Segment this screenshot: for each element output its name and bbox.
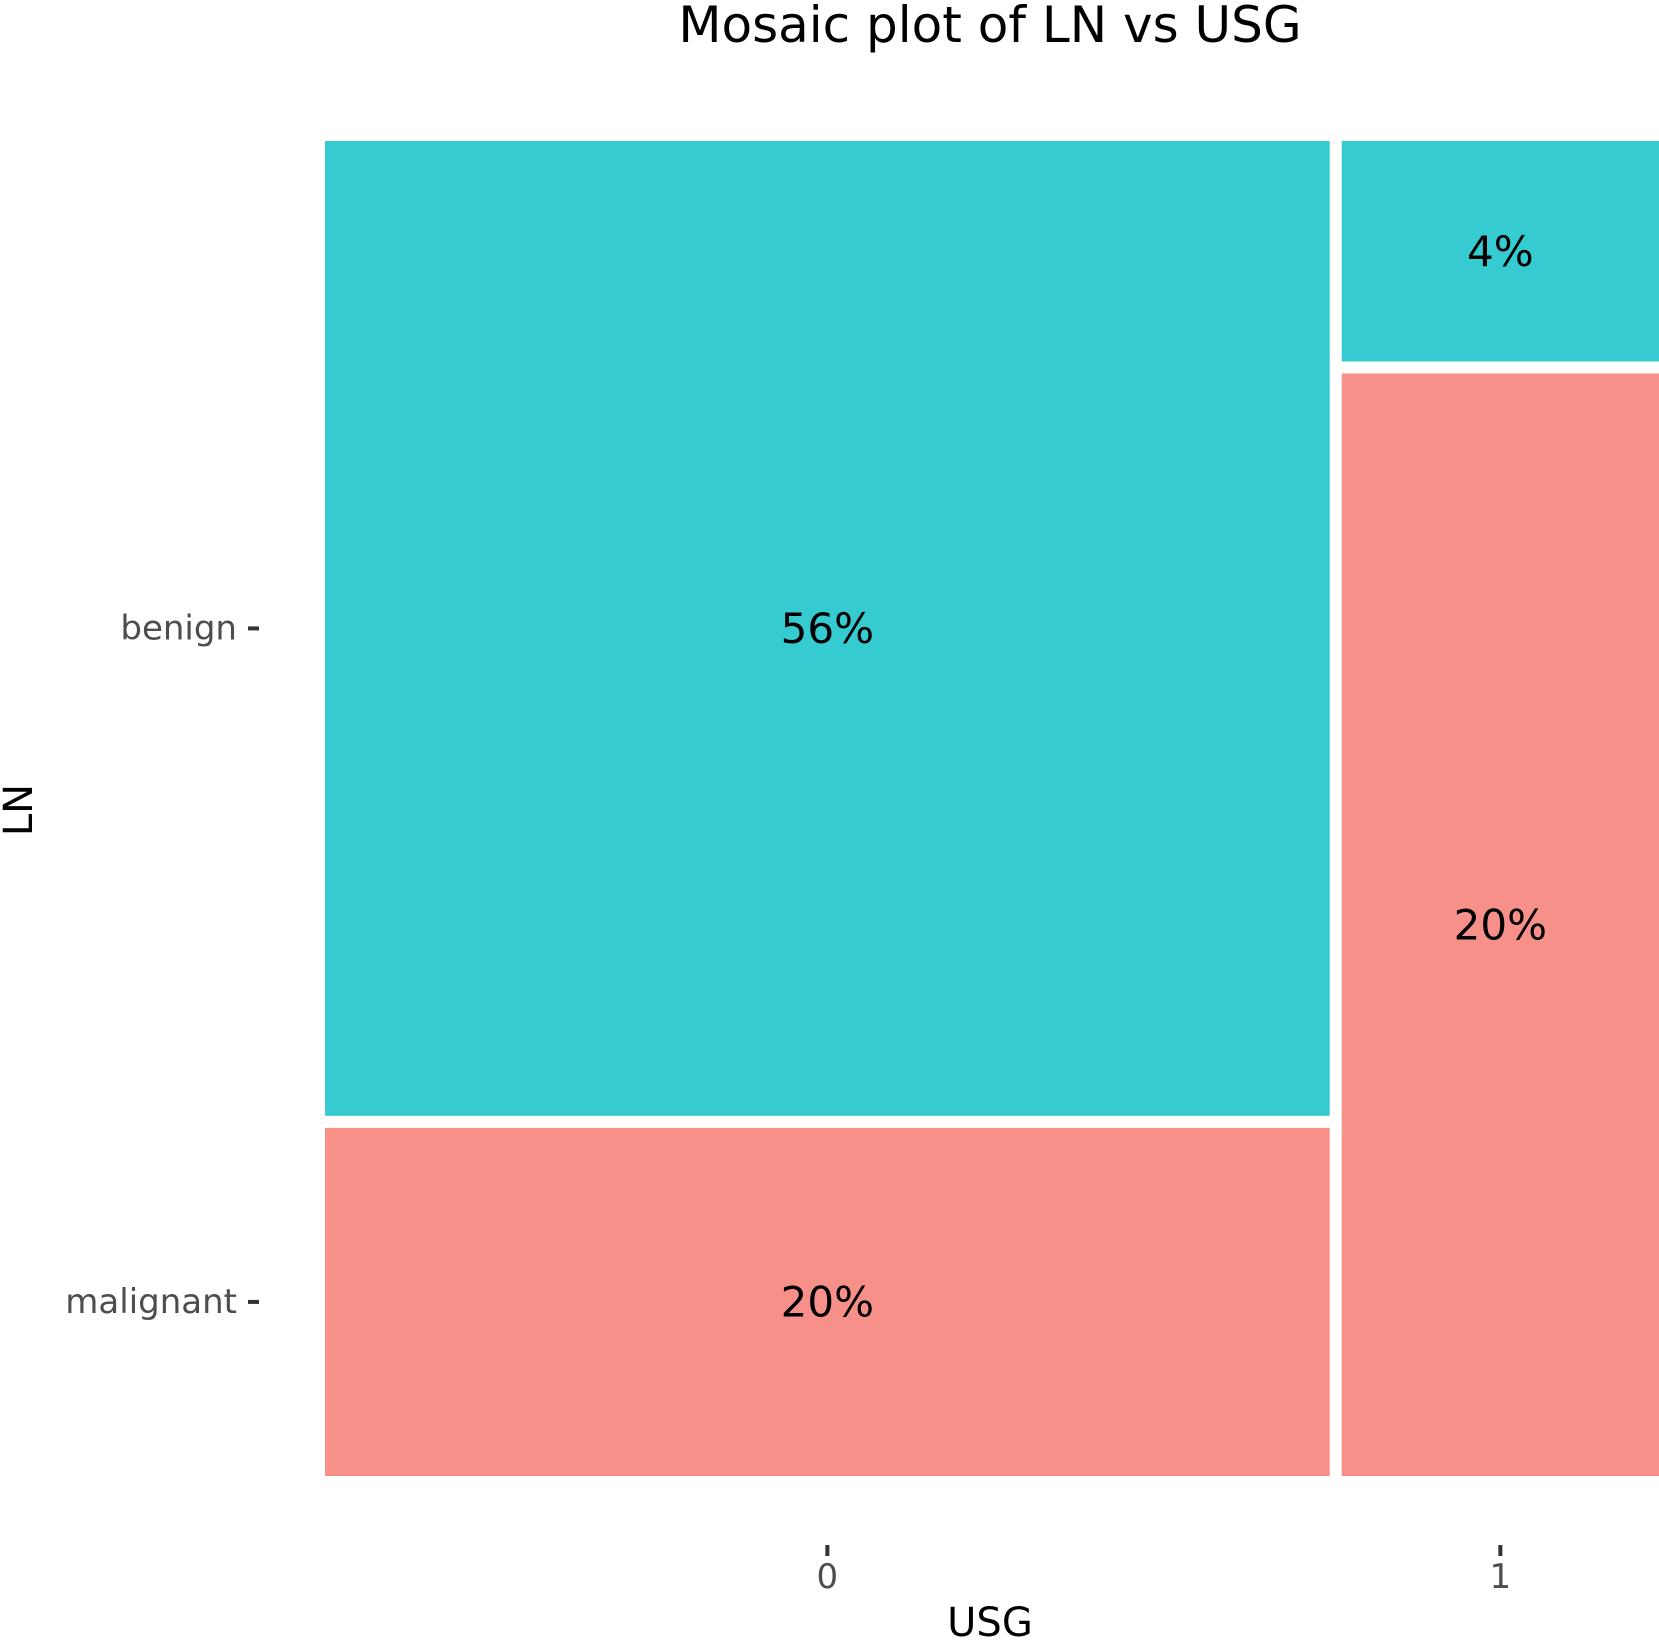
cell-labels: 56% 20% 4% 20% [781, 227, 1547, 1327]
mosaic-cell-0-malignant [325, 1127, 1330, 1476]
cell-label-0-benign: 56% [781, 604, 874, 653]
cell-label-1-malignant: 20% [1454, 900, 1547, 949]
y-axis: benign malignant [65, 608, 259, 1322]
y-axis-title: LN [0, 784, 42, 836]
cell-label-1-benign: 4% [1467, 227, 1534, 276]
mosaic-cell-1-benign [1341, 141, 1659, 362]
x-tick-label-0: 0 [817, 1557, 839, 1597]
mosaic-cell-1-malignant [1341, 373, 1659, 1476]
y-tick-label-malignant: malignant [65, 1282, 237, 1322]
mosaic-cell-0-benign [325, 141, 1330, 1116]
x-tick-label-1: 1 [1490, 1557, 1512, 1597]
y-tick-label-benign: benign [120, 608, 237, 648]
mosaic-cells [325, 141, 1659, 1476]
cell-label-0-malignant: 20% [781, 1277, 874, 1326]
x-axis-title: USG [947, 1600, 1033, 1640]
chart-title: Mosaic plot of LN vs USG [678, 0, 1301, 54]
